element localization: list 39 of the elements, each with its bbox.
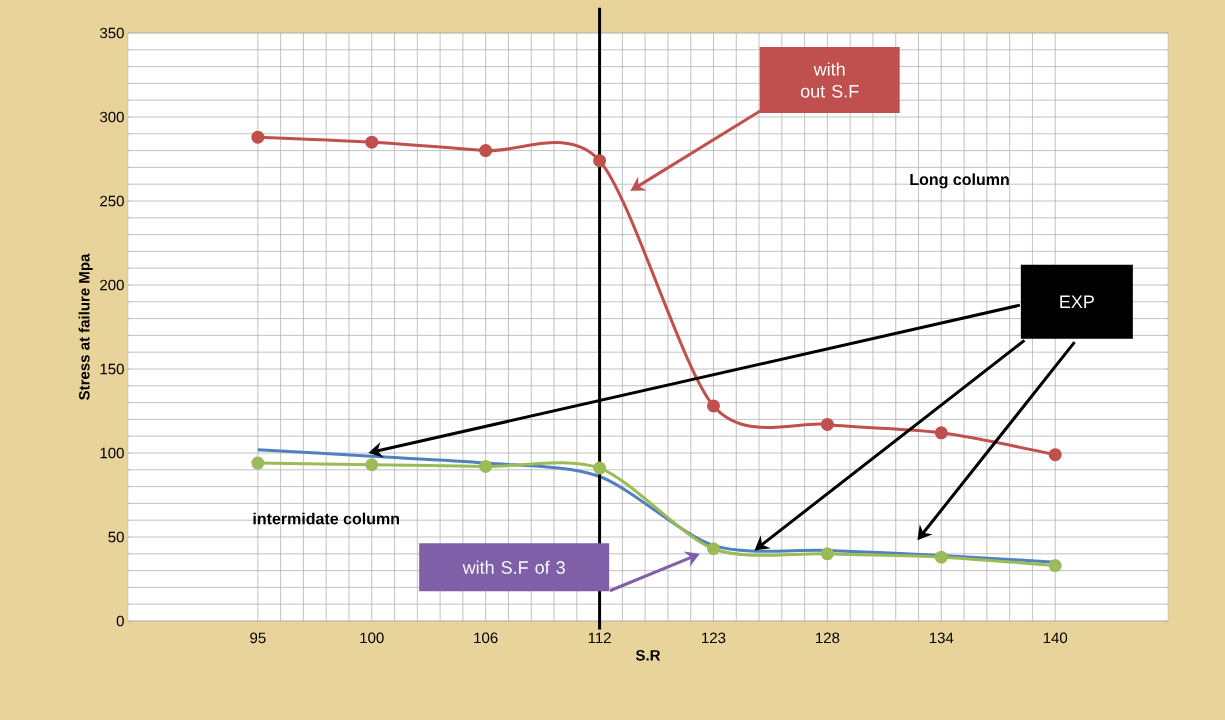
annotation: EXP [1060, 295, 1094, 308]
y-tick-label: 0 [116, 615, 124, 627]
point [365, 135, 379, 149]
point [479, 459, 493, 473]
y-tick-label: 100 [100, 447, 124, 459]
point [479, 144, 493, 158]
y-tick-label: 300 [100, 111, 124, 123]
x-tick-label: 100 [360, 632, 384, 644]
x-tick-label: 112 [588, 632, 611, 644]
point [820, 547, 834, 561]
annotation: with S.F of 3 [462, 560, 565, 574]
point [593, 154, 607, 168]
x-tick-label: 106 [474, 632, 498, 644]
x-tick-label: 140 [1043, 632, 1068, 644]
y-axis-title: Stress at failure Mpa [78, 253, 93, 400]
x-tick-label: 95 [250, 632, 266, 644]
y-tick-label: 250 [100, 195, 124, 207]
point [593, 461, 607, 475]
x-axis-title: S.R [635, 650, 661, 661]
x-tick-label: 128 [816, 632, 840, 644]
y-tick-label: 350 [100, 27, 124, 39]
point [934, 550, 948, 564]
point [820, 417, 834, 431]
point [934, 426, 948, 440]
annotation: with out S.F [800, 62, 859, 98]
x-tick-label: 134 [929, 632, 954, 644]
x-tick-label: 123 [702, 632, 726, 644]
point [706, 542, 720, 556]
point [1048, 559, 1062, 573]
y-tick-label: 50 [108, 531, 124, 543]
point [365, 458, 379, 472]
point [251, 130, 265, 144]
point [1048, 448, 1062, 462]
y-tick-label: 150 [100, 363, 124, 375]
point [706, 399, 720, 413]
y-tick-label: 200 [100, 279, 124, 291]
point [251, 456, 265, 470]
annotation: intermidate column [253, 512, 399, 525]
annotation: Long column [910, 173, 1009, 189]
